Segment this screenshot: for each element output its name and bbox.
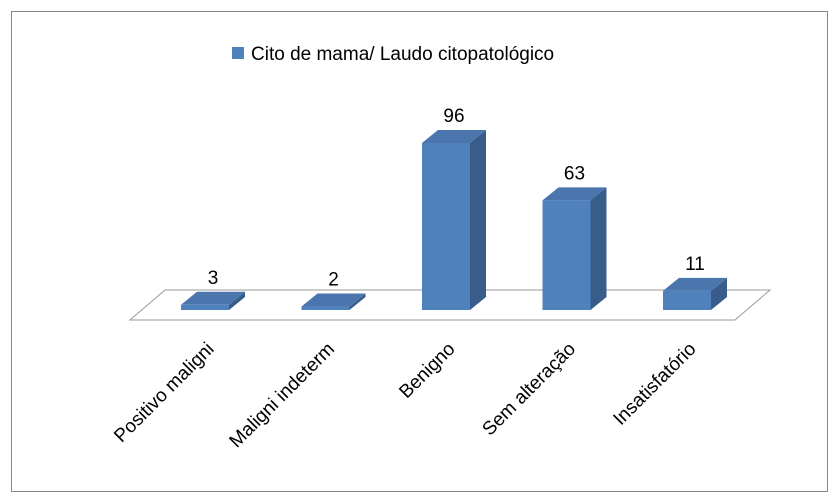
bar-top (181, 291, 245, 305)
bar-side (470, 129, 486, 310)
bar-top (422, 129, 486, 143)
data-label: 96 (443, 106, 464, 127)
bar (422, 142, 470, 310)
legend-label: Cito de mama/ Laudo citopatológico (251, 44, 554, 65)
bar-side (229, 291, 245, 310)
data-label: 3 (208, 268, 219, 289)
bar-top (663, 277, 727, 291)
bar (301, 306, 350, 310)
data-label: 11 (685, 254, 705, 275)
bar-top (542, 187, 607, 201)
chart-border (11, 11, 828, 492)
data-label: 2 (328, 270, 339, 291)
legend-swatch (232, 47, 244, 59)
bar (542, 200, 591, 310)
bar (181, 304, 229, 310)
bar-side (349, 293, 366, 310)
data-label: 63 (564, 163, 585, 184)
bar-side (590, 187, 607, 310)
bar-side (711, 277, 727, 310)
bar (663, 290, 711, 310)
bar-top (301, 293, 366, 307)
